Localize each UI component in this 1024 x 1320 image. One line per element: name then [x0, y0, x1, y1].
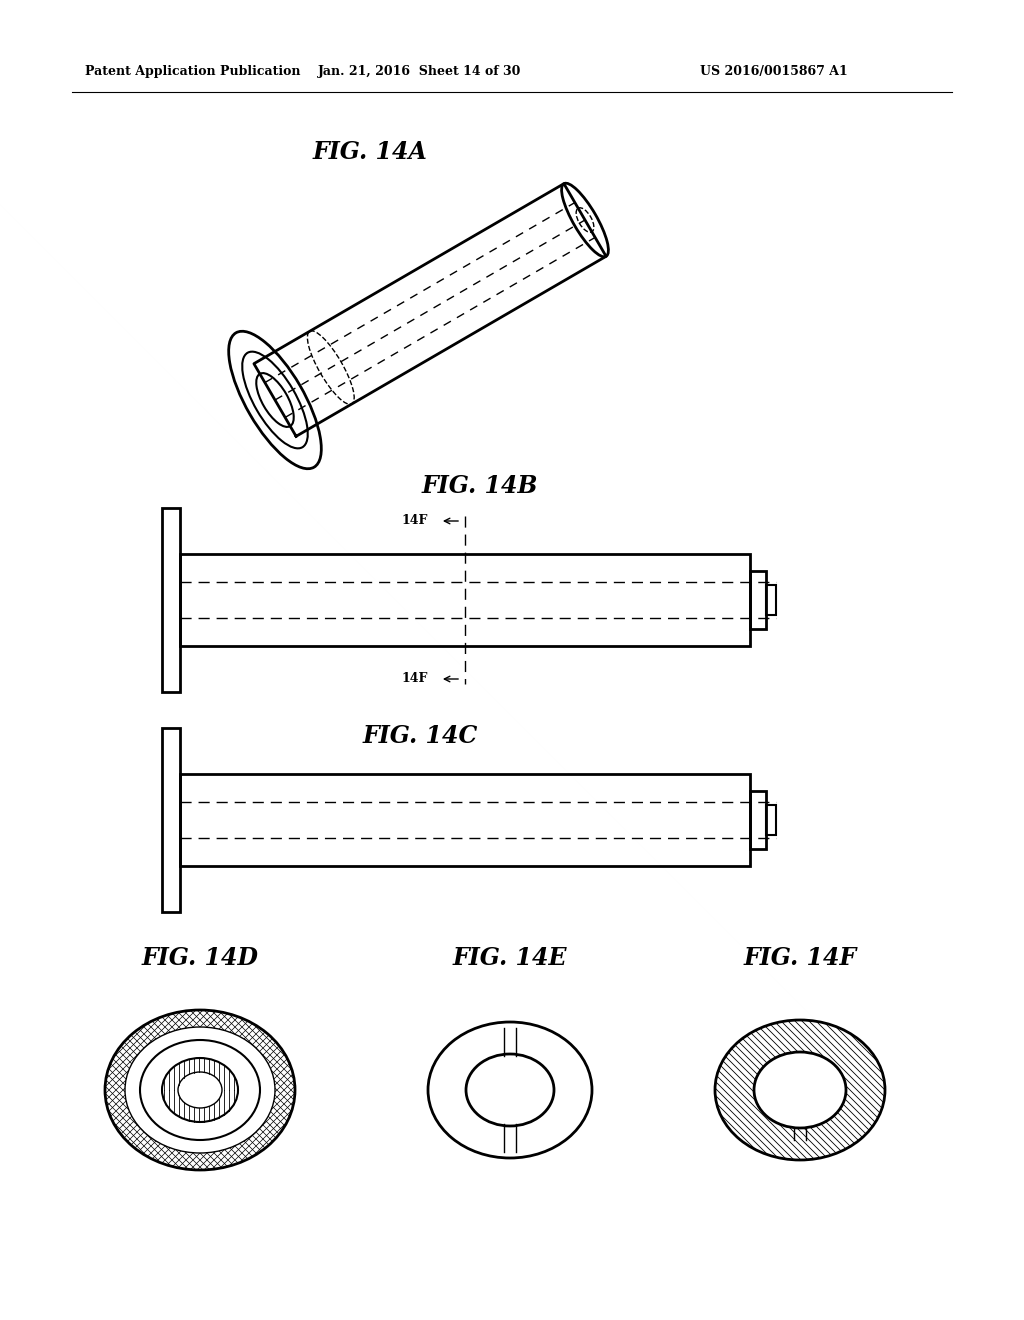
Bar — [766, 805, 776, 834]
Text: FIG. 14D: FIG. 14D — [141, 946, 258, 970]
Text: 14F: 14F — [401, 515, 428, 528]
Text: FIG. 14C: FIG. 14C — [362, 723, 477, 748]
Text: 14F: 14F — [401, 672, 428, 685]
Ellipse shape — [466, 1053, 554, 1126]
Text: FIG. 14E: FIG. 14E — [453, 946, 567, 970]
Text: FIG. 14A: FIG. 14A — [312, 140, 427, 164]
Bar — [766, 585, 776, 615]
Bar — [162, 508, 180, 692]
Ellipse shape — [754, 1052, 846, 1129]
Bar — [750, 792, 766, 849]
Bar — [180, 774, 750, 866]
Bar — [180, 554, 750, 645]
Text: FIG. 14F: FIG. 14F — [743, 946, 857, 970]
Text: Patent Application Publication: Patent Application Publication — [85, 66, 300, 78]
Text: US 2016/0015867 A1: US 2016/0015867 A1 — [700, 66, 848, 78]
Bar — [162, 729, 180, 912]
Bar — [750, 572, 766, 628]
Text: FIG. 14B: FIG. 14B — [422, 474, 539, 498]
Text: Jan. 21, 2016  Sheet 14 of 30: Jan. 21, 2016 Sheet 14 of 30 — [318, 66, 521, 78]
